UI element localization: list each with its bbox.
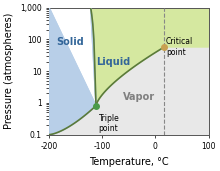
Text: Solid: Solid	[57, 37, 84, 48]
Polygon shape	[49, 47, 209, 135]
Polygon shape	[49, 8, 96, 135]
Text: Triple
point: Triple point	[99, 114, 119, 133]
Text: Critical
point: Critical point	[166, 37, 193, 57]
Text: Vapor: Vapor	[123, 92, 156, 102]
Polygon shape	[91, 8, 209, 106]
Polygon shape	[49, 8, 96, 135]
Y-axis label: Pressure (atmospheres): Pressure (atmospheres)	[4, 13, 14, 129]
X-axis label: Temperature, °C: Temperature, °C	[89, 157, 169, 167]
Text: Liquid: Liquid	[96, 57, 130, 67]
